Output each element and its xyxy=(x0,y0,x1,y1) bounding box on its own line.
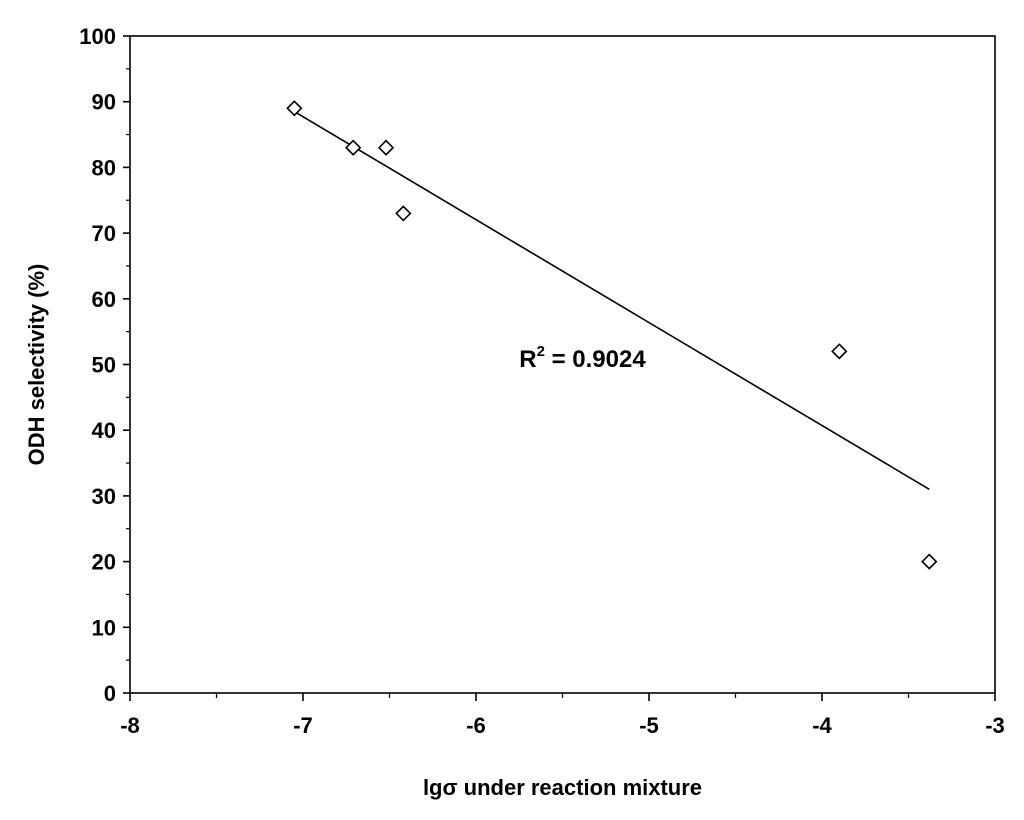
y-tick-label: 10 xyxy=(92,615,116,640)
y-tick-label: 0 xyxy=(104,681,116,706)
x-tick-label: -4 xyxy=(812,713,832,738)
y-tick-label: 80 xyxy=(92,155,116,180)
y-tick-label: 70 xyxy=(92,221,116,246)
x-tick-label: -7 xyxy=(293,713,313,738)
data-points xyxy=(286,100,938,570)
r-squared-superscript: 2 xyxy=(537,343,545,360)
r-squared-value: = 0.9024 xyxy=(545,346,646,373)
data-point-diamond xyxy=(345,139,362,156)
x-tick-label: -5 xyxy=(639,713,659,738)
y-tick-label: 90 xyxy=(92,90,116,115)
trendline xyxy=(293,110,930,491)
y-tick-label: 60 xyxy=(92,287,116,312)
data-point-diamond xyxy=(395,205,412,222)
y-axis-title: ODH selectivity (%) xyxy=(24,264,49,466)
y-tick-label: 100 xyxy=(79,24,116,49)
data-point-diamond xyxy=(921,553,938,570)
trendline-group xyxy=(293,110,930,491)
data-point-diamond xyxy=(377,139,395,156)
data-point-diamond xyxy=(831,343,848,360)
x-tick-label: -6 xyxy=(466,713,486,738)
x-axis-ticks: -8 -7 -6 -5 -4 -3 xyxy=(120,693,1005,738)
r-squared-base: R xyxy=(519,346,536,373)
y-tick-label: 20 xyxy=(92,550,116,575)
data-point-diamond xyxy=(286,100,303,117)
y-tick-label: 50 xyxy=(92,353,116,378)
y-axis-ticks: 0 10 20 30 40 50 60 70 80 90 100 xyxy=(79,24,130,706)
x-tick-label: -3 xyxy=(985,713,1005,738)
y-tick-label: 40 xyxy=(92,418,116,443)
y-tick-label: 30 xyxy=(92,484,116,509)
x-axis-title: lgσ under reaction mixture xyxy=(423,775,702,800)
x-tick-label: -8 xyxy=(120,713,140,738)
r-squared-annotation: R2 = 0.9024 xyxy=(519,343,646,373)
